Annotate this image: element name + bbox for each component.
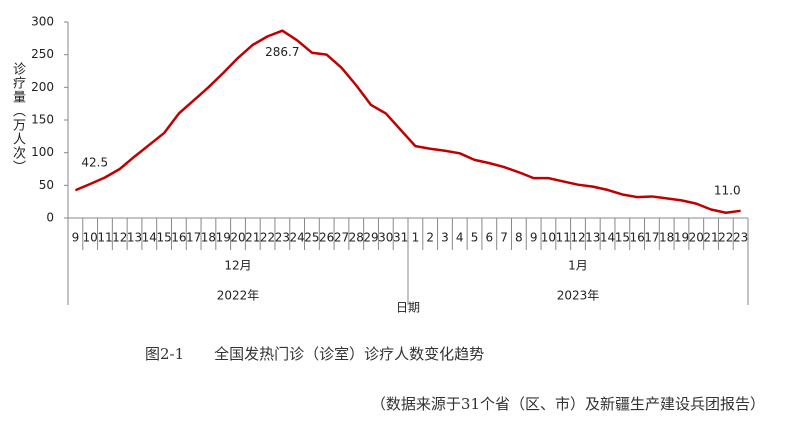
source: （数据来源于31个省（区、市）及新疆生产建设兵团报告） xyxy=(371,395,765,413)
x-tick-label: 10 xyxy=(541,231,556,245)
x-tick-label: 28 xyxy=(349,231,364,245)
y-tick-label: 50 xyxy=(39,178,54,192)
x-tick-label: 13 xyxy=(585,231,600,245)
x-tick-label: 15 xyxy=(615,231,630,245)
x-tick-label: 8 xyxy=(515,231,523,245)
x-tick-label: 31 xyxy=(393,231,408,245)
x-tick-label: 14 xyxy=(142,231,157,245)
x-tick-label: 23 xyxy=(275,231,290,245)
x-tick-label: 21 xyxy=(703,231,718,245)
y-tick-label: 250 xyxy=(31,47,54,61)
data-label: 42.5 xyxy=(81,156,108,170)
x-tick-label: 27 xyxy=(334,231,349,245)
x-tick-label: 19 xyxy=(216,231,231,245)
month-label: 12月 xyxy=(224,259,251,273)
x-tick-label: 12 xyxy=(112,231,127,245)
x-tick-label: 20 xyxy=(689,231,704,245)
x-tick-label: 21 xyxy=(245,231,260,245)
year-label: 2022年 xyxy=(217,289,260,303)
x-tick-label: 12 xyxy=(570,231,585,245)
x-tick-label: 26 xyxy=(319,231,334,245)
x-tick-label: 16 xyxy=(629,231,644,245)
x-tick-label: 7 xyxy=(500,231,508,245)
x-tick-label: 25 xyxy=(304,231,319,245)
x-tick-label: 20 xyxy=(230,231,245,245)
x-tick-label: 18 xyxy=(659,231,674,245)
x-tick-label: 18 xyxy=(201,231,216,245)
x-tick-label: 5 xyxy=(471,231,479,245)
x-tick-label: 17 xyxy=(186,231,201,245)
year-label: 2023年 xyxy=(557,289,600,303)
line-series xyxy=(74,29,741,215)
x-tick-label: 4 xyxy=(456,231,464,245)
x-tick-label: 23 xyxy=(733,231,748,245)
month-label: 1月 xyxy=(568,259,588,273)
x-axis-label: 日期 xyxy=(396,301,420,315)
x-tick-label: 1 xyxy=(412,231,420,245)
x-tick-label: 19 xyxy=(674,231,689,245)
x-tick-label: 29 xyxy=(363,231,378,245)
y-tick-label: 200 xyxy=(31,80,54,94)
y-tick-label: 0 xyxy=(46,211,54,225)
x-tick-label: 2 xyxy=(426,231,434,245)
y-tick-label: 100 xyxy=(31,145,54,159)
x-tick-label: 13 xyxy=(127,231,142,245)
x-tick-label: 9 xyxy=(530,231,538,245)
x-tick-label: 9 xyxy=(72,231,80,245)
x-tick-label: 17 xyxy=(644,231,659,245)
x-tick-label: 11 xyxy=(97,231,112,245)
x-tick-label: 24 xyxy=(289,231,304,245)
x-tick-label: 22 xyxy=(260,231,275,245)
caption: 图2-1 全国发热门诊（诊室）诊疗人数变化趋势 xyxy=(145,345,484,363)
data-label: 286.7 xyxy=(265,45,299,59)
x-tick-label: 14 xyxy=(600,231,615,245)
x-tick-label: 10 xyxy=(83,231,98,245)
data-label: 11.0 xyxy=(714,183,741,197)
y-tick-label: 150 xyxy=(31,113,54,127)
x-tick-label: 6 xyxy=(485,231,493,245)
y-axis-label: 诊疗量（万人次） xyxy=(10,62,25,174)
x-tick-label: 3 xyxy=(441,231,449,245)
x-tick-label: 22 xyxy=(718,231,733,245)
x-tick-label: 15 xyxy=(156,231,171,245)
y-tick-label: 300 xyxy=(31,15,54,29)
x-tick-label: 16 xyxy=(171,231,186,245)
x-tick-label: 30 xyxy=(378,231,393,245)
x-tick-label: 11 xyxy=(556,231,571,245)
